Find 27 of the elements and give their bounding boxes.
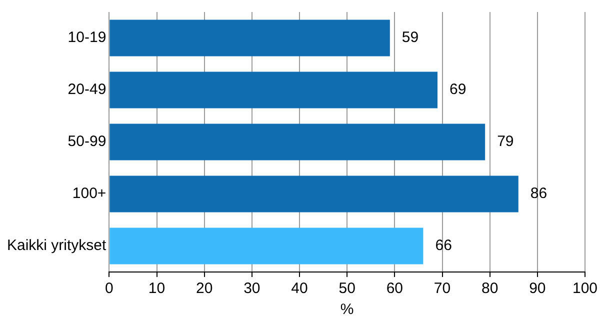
y-tick-label: 100+ [72,185,106,202]
x-tick-label: 50 [338,280,356,298]
bar [110,124,486,160]
x-tick-label: 10 [148,280,166,298]
x-tick-label: 90 [529,280,546,298]
y-tick-label: 50-99 [68,133,106,150]
x-tick-label: 30 [244,280,260,298]
x-tick-label: 70 [434,280,451,298]
y-tick-label: Kaikki yritykset [6,237,108,254]
bar [110,72,438,108]
data-label: 66 [435,237,452,254]
data-label: 69 [449,81,466,98]
x-tick-label: 80 [481,280,498,298]
data-label: 59 [402,29,419,46]
bar [110,20,390,56]
x-tick-label: 100 [572,280,598,298]
data-label: 79 [497,133,514,150]
bar [110,176,518,212]
data-label: 86 [530,185,548,202]
x-tick-label: 40 [291,280,308,298]
y-tick-label: 20-49 [68,81,106,98]
bar [110,228,424,264]
x-tick-label: 60 [386,280,404,298]
y-tick-label: 10-19 [68,29,106,46]
x-axis-title: % [340,301,354,318]
x-tick-label: 20 [196,280,213,298]
x-tick-label: 0 [105,280,114,298]
